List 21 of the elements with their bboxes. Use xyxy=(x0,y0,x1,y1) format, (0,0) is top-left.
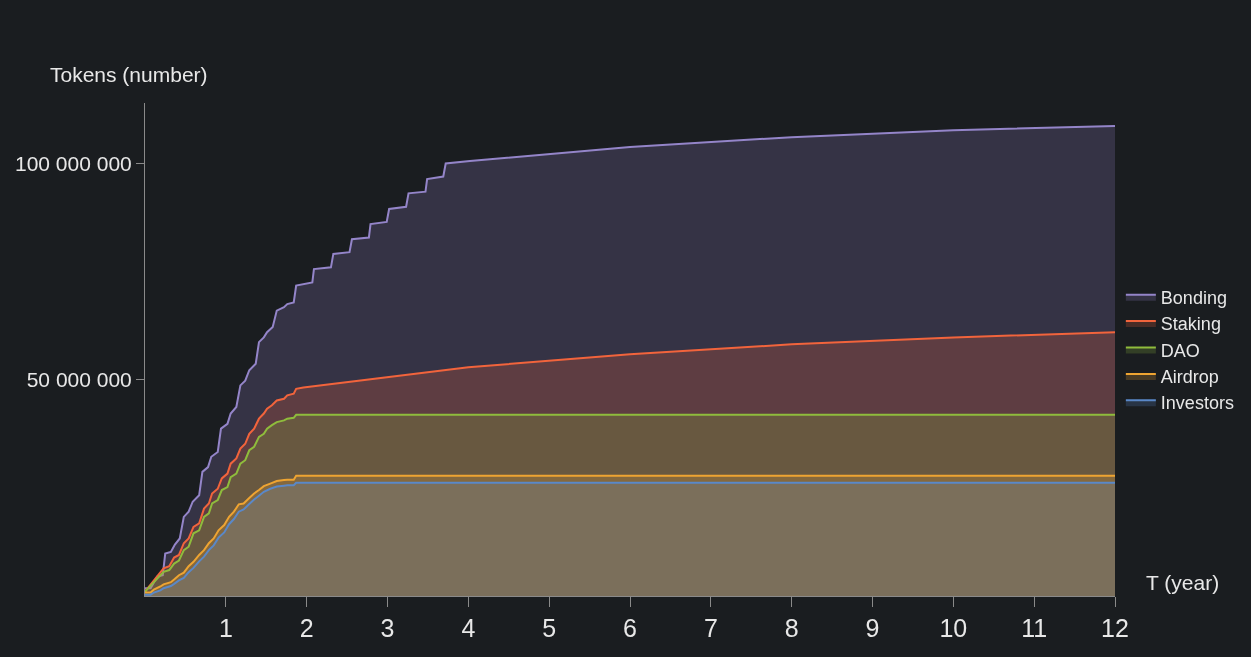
x-tick-label: 10 xyxy=(939,614,968,642)
x-tick-label: 3 xyxy=(380,614,395,642)
x-tick-label: 5 xyxy=(542,614,557,642)
x-tick-label: 2 xyxy=(299,614,314,642)
legend-label: Staking xyxy=(1160,314,1221,335)
y-tick-label: 50 000 000 xyxy=(26,368,132,392)
x-tick-label: 12 xyxy=(1101,614,1129,642)
y-tick-label: 100 000 000 xyxy=(15,151,132,175)
x-tick-label: 8 xyxy=(784,614,799,642)
legend-label: Airdrop xyxy=(1160,366,1219,387)
x-tick-label: 11 xyxy=(1021,614,1048,642)
x-tick-label: 7 xyxy=(703,614,718,642)
x-tick-label: 9 xyxy=(865,614,880,642)
legend-label: Bonding xyxy=(1160,287,1227,308)
x-axis-title: T (year) xyxy=(1146,571,1220,594)
y-axis-title: Tokens (number) xyxy=(50,63,208,86)
x-tick-label: 1 xyxy=(218,614,233,642)
legend-label: Investors xyxy=(1160,393,1234,414)
legend-label: DAO xyxy=(1160,340,1200,361)
x-tick-label: 6 xyxy=(623,614,637,642)
x-tick-label: 4 xyxy=(461,614,476,642)
